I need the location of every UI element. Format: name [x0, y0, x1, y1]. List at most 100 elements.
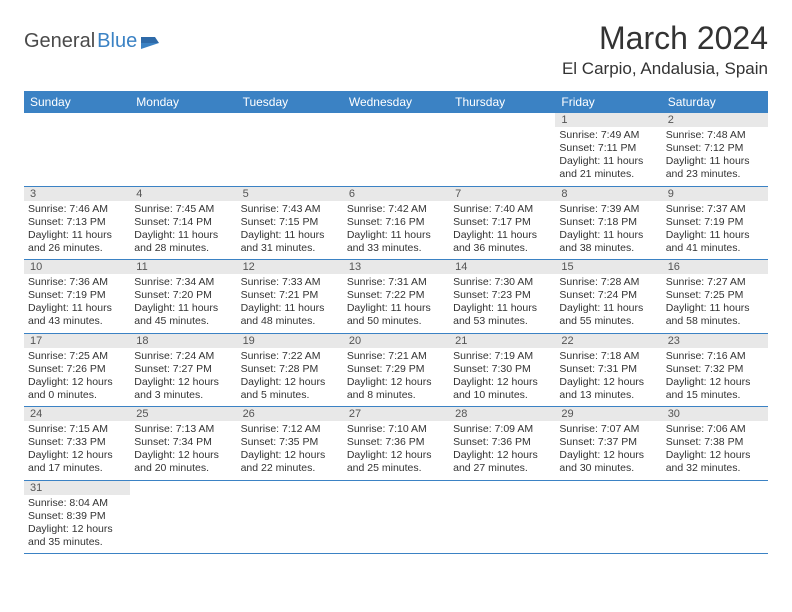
day-header-thursday: Thursday	[449, 91, 555, 113]
day-detail-d1: Daylight: 12 hours	[134, 376, 232, 389]
day-detail-sr: Sunrise: 8:04 AM	[28, 497, 126, 510]
day-number-cell	[130, 113, 236, 127]
day-detail-ss: Sunset: 8:39 PM	[28, 510, 126, 523]
day-detail-ss: Sunset: 7:31 PM	[559, 363, 657, 376]
day-cell: Sunrise: 7:36 AMSunset: 7:19 PMDaylight:…	[24, 274, 130, 333]
day-number-cell	[449, 113, 555, 127]
day-number-cell	[449, 480, 555, 495]
day-number-cell: 3	[24, 186, 130, 201]
day-detail-ss: Sunset: 7:24 PM	[559, 289, 657, 302]
day-cell: Sunrise: 7:45 AMSunset: 7:14 PMDaylight:…	[130, 201, 236, 260]
day-number-cell	[662, 480, 768, 495]
day-detail-sr: Sunrise: 7:25 AM	[28, 350, 126, 363]
day-detail-sr: Sunrise: 7:16 AM	[666, 350, 764, 363]
day-cell: Sunrise: 7:27 AMSunset: 7:25 PMDaylight:…	[662, 274, 768, 333]
day-detail-d2: and 15 minutes.	[666, 389, 764, 402]
day-detail-ss: Sunset: 7:38 PM	[666, 436, 764, 449]
day-detail-d1: Daylight: 12 hours	[347, 376, 445, 389]
day-cell: Sunrise: 7:49 AMSunset: 7:11 PMDaylight:…	[555, 127, 661, 186]
day-cell: Sunrise: 7:37 AMSunset: 7:19 PMDaylight:…	[662, 201, 768, 260]
day-number-cell	[555, 480, 661, 495]
day-detail-d2: and 48 minutes.	[241, 315, 339, 328]
day-detail-ss: Sunset: 7:22 PM	[347, 289, 445, 302]
day-detail-d1: Daylight: 11 hours	[559, 155, 657, 168]
day-cell	[662, 495, 768, 554]
day-detail-d2: and 27 minutes.	[453, 462, 551, 475]
day-cell: Sunrise: 7:19 AMSunset: 7:30 PMDaylight:…	[449, 348, 555, 407]
day-detail-ss: Sunset: 7:16 PM	[347, 216, 445, 229]
day-cell	[449, 495, 555, 554]
day-cell: Sunrise: 7:30 AMSunset: 7:23 PMDaylight:…	[449, 274, 555, 333]
day-number-cell: 21	[449, 333, 555, 348]
day-detail-sr: Sunrise: 7:30 AM	[453, 276, 551, 289]
day-detail-ss: Sunset: 7:32 PM	[666, 363, 764, 376]
day-cell: Sunrise: 7:10 AMSunset: 7:36 PMDaylight:…	[343, 421, 449, 480]
day-detail-d2: and 25 minutes.	[347, 462, 445, 475]
day-detail-ss: Sunset: 7:27 PM	[134, 363, 232, 376]
logo-text-general: General	[24, 30, 95, 53]
day-detail-d1: Daylight: 12 hours	[241, 449, 339, 462]
day-number-cell	[24, 113, 130, 127]
day-detail-d2: and 20 minutes.	[134, 462, 232, 475]
day-detail-sr: Sunrise: 7:33 AM	[241, 276, 339, 289]
day-cell: Sunrise: 7:34 AMSunset: 7:20 PMDaylight:…	[130, 274, 236, 333]
day-detail-sr: Sunrise: 7:34 AM	[134, 276, 232, 289]
day-cell: Sunrise: 7:13 AMSunset: 7:34 PMDaylight:…	[130, 421, 236, 480]
calendar-table: SundayMondayTuesdayWednesdayThursdayFrid…	[24, 91, 768, 554]
day-number-cell: 7	[449, 186, 555, 201]
day-detail-sr: Sunrise: 7:39 AM	[559, 203, 657, 216]
day-cell: Sunrise: 7:40 AMSunset: 7:17 PMDaylight:…	[449, 201, 555, 260]
day-cell: Sunrise: 7:43 AMSunset: 7:15 PMDaylight:…	[237, 201, 343, 260]
day-detail-d2: and 33 minutes.	[347, 242, 445, 255]
day-number-cell: 17	[24, 333, 130, 348]
day-detail-sr: Sunrise: 7:43 AM	[241, 203, 339, 216]
day-cell	[237, 495, 343, 554]
location: El Carpio, Andalusia, Spain	[562, 59, 768, 79]
day-detail-sr: Sunrise: 7:19 AM	[453, 350, 551, 363]
day-detail-d1: Daylight: 12 hours	[347, 449, 445, 462]
day-detail-ss: Sunset: 7:15 PM	[241, 216, 339, 229]
day-cell	[343, 495, 449, 554]
day-detail-sr: Sunrise: 7:15 AM	[28, 423, 126, 436]
day-number-cell: 2	[662, 113, 768, 127]
logo-text-blue: Blue	[97, 30, 137, 53]
day-number-cell: 5	[237, 186, 343, 201]
day-detail-d2: and 53 minutes.	[453, 315, 551, 328]
day-number-cell	[130, 480, 236, 495]
day-detail-sr: Sunrise: 7:13 AM	[134, 423, 232, 436]
day-detail-d1: Daylight: 12 hours	[453, 376, 551, 389]
day-detail-d1: Daylight: 11 hours	[347, 229, 445, 242]
day-detail-sr: Sunrise: 7:06 AM	[666, 423, 764, 436]
day-detail-d2: and 3 minutes.	[134, 389, 232, 402]
day-cell	[130, 127, 236, 186]
day-cell: Sunrise: 7:07 AMSunset: 7:37 PMDaylight:…	[555, 421, 661, 480]
day-detail-ss: Sunset: 7:35 PM	[241, 436, 339, 449]
day-detail-d1: Daylight: 11 hours	[453, 229, 551, 242]
day-detail-d1: Daylight: 11 hours	[666, 229, 764, 242]
day-detail-ss: Sunset: 7:13 PM	[28, 216, 126, 229]
day-number-cell: 18	[130, 333, 236, 348]
day-detail-d1: Daylight: 11 hours	[559, 302, 657, 315]
day-number-cell: 22	[555, 333, 661, 348]
day-cell: Sunrise: 7:48 AMSunset: 7:12 PMDaylight:…	[662, 127, 768, 186]
day-detail-d2: and 17 minutes.	[28, 462, 126, 475]
day-detail-d1: Daylight: 12 hours	[666, 449, 764, 462]
day-detail-ss: Sunset: 7:37 PM	[559, 436, 657, 449]
day-cell	[130, 495, 236, 554]
day-cell: Sunrise: 7:18 AMSunset: 7:31 PMDaylight:…	[555, 348, 661, 407]
day-number-cell: 14	[449, 260, 555, 275]
day-detail-d1: Daylight: 12 hours	[559, 376, 657, 389]
day-cell	[343, 127, 449, 186]
day-detail-d2: and 31 minutes.	[241, 242, 339, 255]
day-number-cell: 28	[449, 407, 555, 422]
day-number-cell: 24	[24, 407, 130, 422]
day-detail-sr: Sunrise: 7:18 AM	[559, 350, 657, 363]
day-number-cell: 23	[662, 333, 768, 348]
day-number-cell	[343, 480, 449, 495]
day-header-sunday: Sunday	[24, 91, 130, 113]
day-cell: Sunrise: 7:22 AMSunset: 7:28 PMDaylight:…	[237, 348, 343, 407]
day-detail-sr: Sunrise: 7:28 AM	[559, 276, 657, 289]
day-number-cell: 4	[130, 186, 236, 201]
day-detail-d2: and 36 minutes.	[453, 242, 551, 255]
day-detail-ss: Sunset: 7:26 PM	[28, 363, 126, 376]
